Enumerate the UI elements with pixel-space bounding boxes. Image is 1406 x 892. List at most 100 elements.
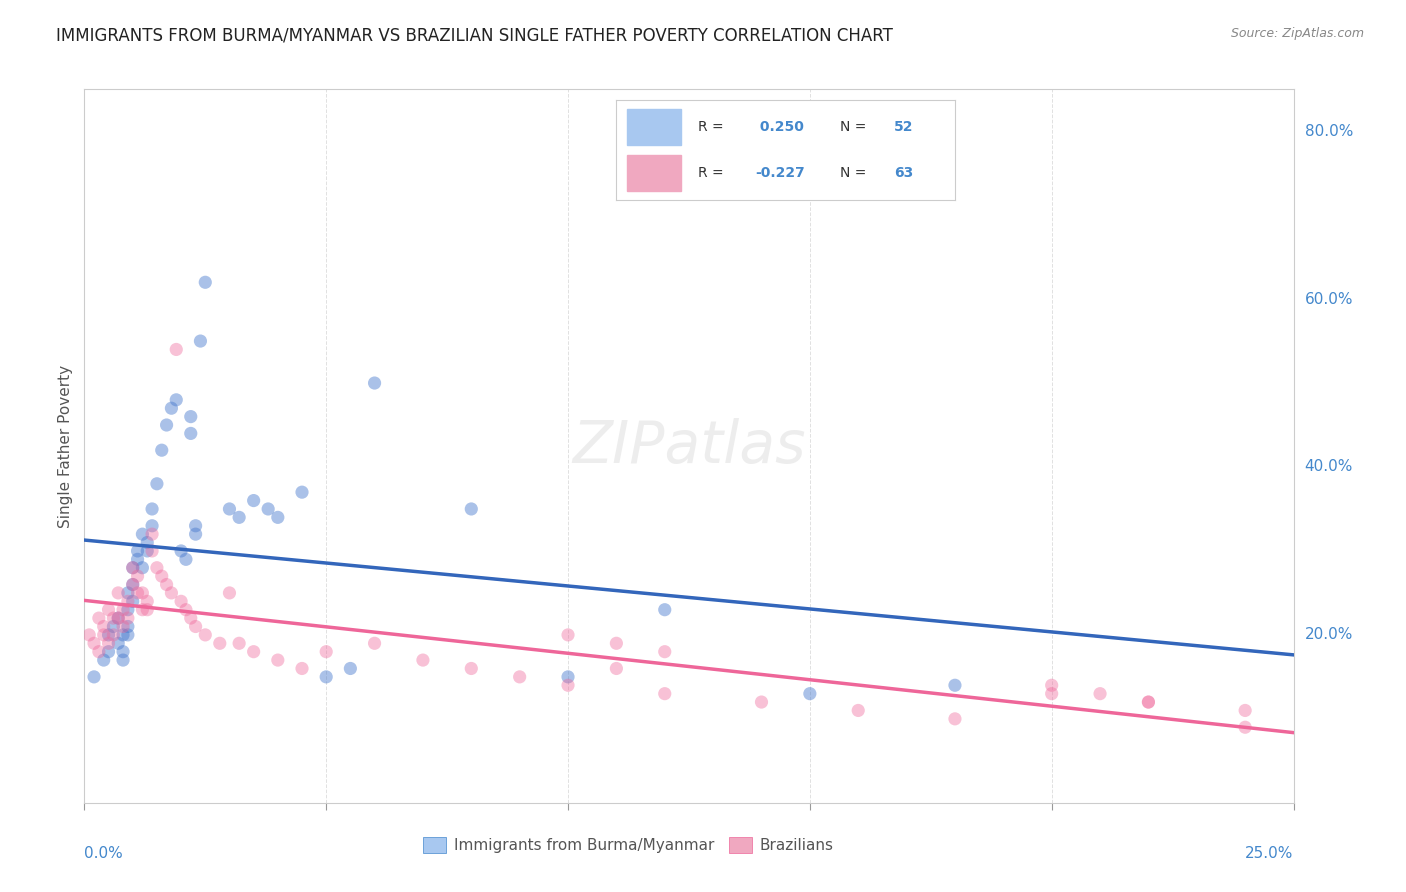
Point [1040,678,1063,692]
Point [121,560,143,574]
Point [943,712,966,726]
Point [103,628,125,642]
Point [107,636,129,650]
Point [93,653,115,667]
Legend: Immigrants from Burma/Myanmar, Brazilians: Immigrants from Burma/Myanmar, Brazilian… [418,831,839,859]
Point [363,636,385,650]
Point [1234,720,1257,734]
Point [315,670,337,684]
Point [127,569,149,583]
Text: 0.0%: 0.0% [84,846,124,861]
Point [93,619,115,633]
Text: 25.0%: 25.0% [1246,846,1294,861]
Point [117,619,139,633]
Point [339,661,361,675]
Point [103,611,125,625]
Point [751,695,773,709]
Point [136,535,159,549]
Point [180,426,202,441]
Point [654,603,676,617]
Point [557,670,579,684]
Point [208,636,231,650]
Point [943,678,966,692]
Point [557,628,579,642]
Point [112,628,135,642]
Point [117,603,139,617]
Point [184,619,207,633]
Point [107,586,129,600]
Point [174,552,197,566]
Point [146,476,169,491]
Point [97,628,120,642]
Point [112,619,135,633]
Point [1137,695,1160,709]
Point [605,661,627,675]
Point [117,628,139,642]
Point [155,417,177,432]
Point [1234,703,1257,717]
Point [77,628,100,642]
Point [194,628,217,642]
Point [509,670,531,684]
Point [121,560,143,574]
Point [184,518,207,533]
Point [127,552,149,566]
Point [117,611,139,625]
Text: IMMIGRANTS FROM BURMA/MYANMAR VS BRAZILIAN SINGLE FATHER POVERTY CORRELATION CHA: IMMIGRANTS FROM BURMA/MYANMAR VS BRAZILI… [56,27,893,45]
Point [121,594,143,608]
Point [131,586,153,600]
Point [846,703,869,717]
Point [131,527,153,541]
Text: 60.0%: 60.0% [1305,292,1353,307]
Point [131,603,153,617]
Point [799,687,821,701]
Point [141,502,163,516]
Point [605,636,627,650]
Point [107,611,129,625]
Point [291,661,314,675]
Point [218,586,240,600]
Point [136,603,159,617]
Point [150,443,173,458]
Point [155,577,177,591]
Point [218,502,240,516]
Point [460,661,482,675]
Point [141,527,163,541]
Point [121,577,143,591]
Point [267,510,290,524]
Text: 20.0%: 20.0% [1305,627,1353,642]
Point [242,493,264,508]
Point [165,392,187,407]
Point [160,586,183,600]
Point [180,409,202,424]
Text: 40.0%: 40.0% [1305,459,1353,475]
Point [557,678,579,692]
Point [315,645,337,659]
Point [103,619,125,633]
Point [228,510,250,524]
Point [83,636,105,650]
Point [170,544,193,558]
Point [180,611,202,625]
Point [97,603,120,617]
Point [165,343,187,357]
Point [97,636,120,650]
Point [242,645,264,659]
Text: 80.0%: 80.0% [1305,124,1353,138]
Point [112,653,135,667]
Point [174,603,197,617]
Point [141,544,163,558]
Point [112,603,135,617]
Point [1040,687,1063,701]
Point [291,485,314,500]
Point [228,636,250,650]
Point [160,401,183,416]
Point [97,645,120,659]
Point [131,560,153,574]
Point [190,334,212,348]
Point [170,594,193,608]
Point [184,527,207,541]
Point [257,502,280,516]
Point [127,544,149,558]
Point [267,653,290,667]
